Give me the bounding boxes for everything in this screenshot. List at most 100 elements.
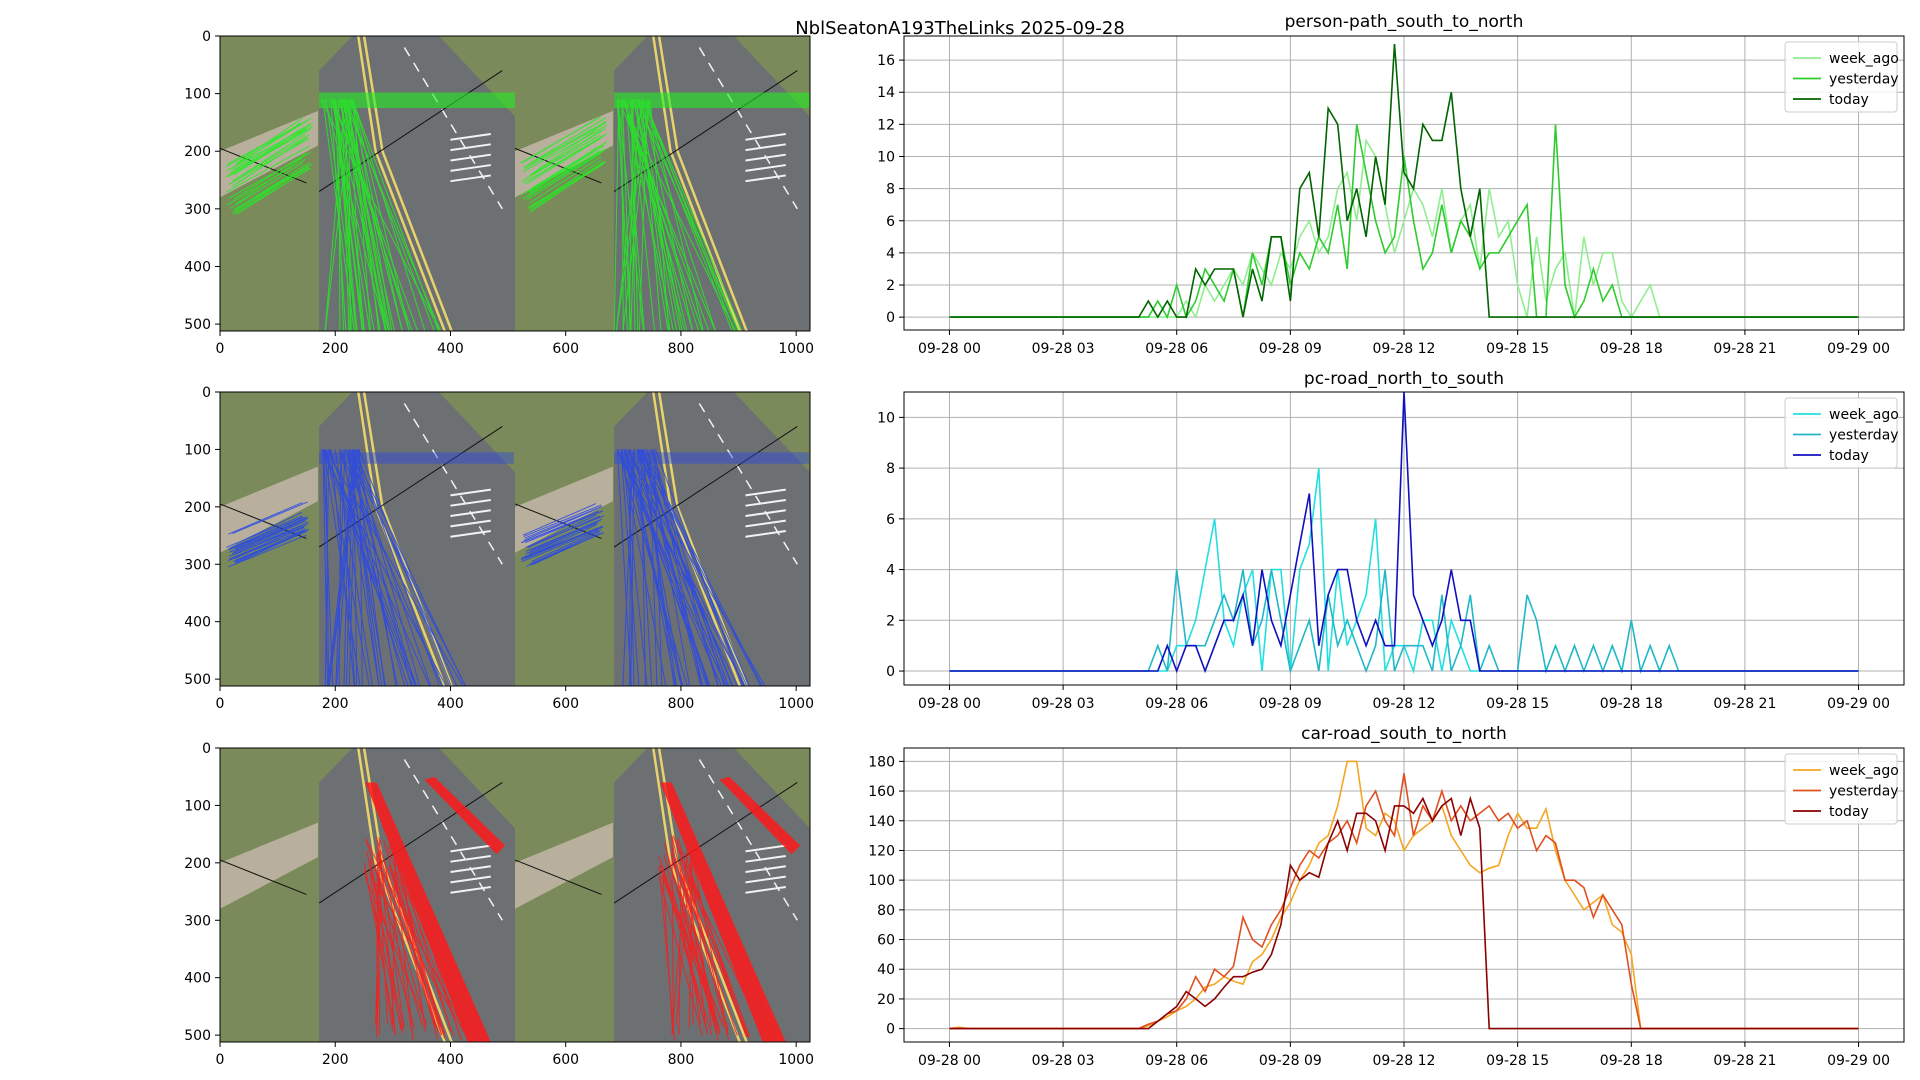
yellow-line <box>652 748 741 1042</box>
white-marking <box>450 875 491 884</box>
track-line <box>232 134 310 182</box>
track-line <box>345 99 390 331</box>
yellow-line <box>657 36 748 331</box>
x-tick-label: 09-28 15 <box>1486 341 1549 357</box>
figure-title: NblSeatonA193TheLinks 2025-09-28 <box>795 18 1125 39</box>
x-tick-label: 0 <box>216 341 225 357</box>
y-tick-label: 0 <box>202 741 211 757</box>
track-line <box>349 99 363 331</box>
track-line <box>638 99 717 331</box>
x-tick-label: 09-28 03 <box>1032 341 1095 357</box>
track-line <box>325 449 330 686</box>
x-tick-label: 09-28 18 <box>1600 1053 1663 1069</box>
x-tick-label: 09-28 06 <box>1145 1053 1208 1069</box>
track-line <box>638 449 683 686</box>
x-tick-label: 09-28 12 <box>1373 696 1436 712</box>
track-line <box>638 449 762 686</box>
track-line <box>235 531 307 564</box>
white-marking <box>745 529 786 538</box>
footpath <box>220 466 318 553</box>
y-tick-label: 500 <box>184 317 211 333</box>
chart-title: pc-road_north_to_south <box>1304 369 1504 389</box>
track-line <box>524 506 602 539</box>
y-tick-label: 8 <box>886 461 895 477</box>
track-line <box>532 532 602 566</box>
x-tick-label: 09-28 03 <box>1032 1053 1095 1069</box>
track-line <box>326 449 357 686</box>
track-line <box>530 128 606 176</box>
track-line <box>369 872 394 1030</box>
track-line <box>228 151 312 199</box>
track-line <box>376 838 441 1031</box>
track-band <box>319 92 515 109</box>
track-line <box>364 876 427 1025</box>
track-line <box>339 449 356 686</box>
y-tick-label: 6 <box>886 512 895 528</box>
track-line <box>641 99 694 331</box>
series-line-today <box>949 795 1859 1030</box>
track-line <box>233 152 307 200</box>
track-line <box>232 520 306 553</box>
y-tick-label: 400 <box>184 615 211 631</box>
white-marking <box>745 519 786 528</box>
x-tick-label: 09-28 15 <box>1486 1053 1549 1069</box>
track-line <box>232 166 309 214</box>
track-line <box>331 99 371 331</box>
track-line <box>337 99 410 331</box>
track-line <box>523 120 607 168</box>
x-tick-label: 400 <box>437 696 464 712</box>
y-tick-label: 0 <box>886 310 895 326</box>
track-line <box>388 865 440 1034</box>
track-line <box>528 117 607 165</box>
lane-band-southbound <box>719 776 801 855</box>
track-line <box>649 99 670 331</box>
track-line <box>339 449 406 686</box>
x-tick-label: 1000 <box>778 696 814 712</box>
track-line <box>653 449 702 686</box>
track-line <box>363 862 397 1036</box>
yellow-line <box>357 748 446 1042</box>
track-line <box>625 449 684 686</box>
y-tick-label: 14 <box>877 85 895 101</box>
road-surface <box>319 36 515 331</box>
y-tick-label: 8 <box>886 182 895 198</box>
track-line <box>349 449 398 686</box>
track-line <box>350 99 403 331</box>
track-line <box>364 837 463 1026</box>
track-band <box>614 92 810 109</box>
legend-box <box>1784 753 1898 825</box>
track-line <box>342 449 380 686</box>
track-line <box>529 156 601 204</box>
legend-label-yesterday: yesterday <box>1829 428 1899 444</box>
legend-label-yesterday: yesterday <box>1829 72 1899 88</box>
counting-line <box>514 859 602 895</box>
track-line <box>228 137 310 185</box>
track-line <box>232 167 311 215</box>
track-line <box>621 99 632 331</box>
track-line <box>230 516 306 549</box>
legend-label-week_ago: week_ago <box>1829 763 1899 779</box>
y-tick-label: 300 <box>184 202 211 218</box>
x-tick-label: 09-28 03 <box>1032 696 1095 712</box>
series-line-yesterday <box>949 124 1859 320</box>
series-line-week_ago <box>949 468 1859 674</box>
track-layer <box>520 92 810 331</box>
track-line <box>627 449 635 686</box>
track-line <box>230 161 304 209</box>
y-tick-label: 100 <box>868 873 895 889</box>
track-line <box>387 846 454 1036</box>
track-line <box>663 870 709 1035</box>
track-line <box>346 449 386 686</box>
yellow-line <box>362 36 453 331</box>
track-line <box>671 837 674 1026</box>
x-tick-label: 09-28 00 <box>918 696 981 712</box>
track-line <box>366 851 405 1030</box>
x-tick-label: 09-28 09 <box>1259 1053 1322 1069</box>
track-layer <box>520 449 809 686</box>
track-line <box>391 836 452 1032</box>
lane-band-southbound <box>424 776 506 855</box>
track-line <box>531 529 602 562</box>
track-line <box>228 130 304 177</box>
track-line <box>384 859 414 1039</box>
